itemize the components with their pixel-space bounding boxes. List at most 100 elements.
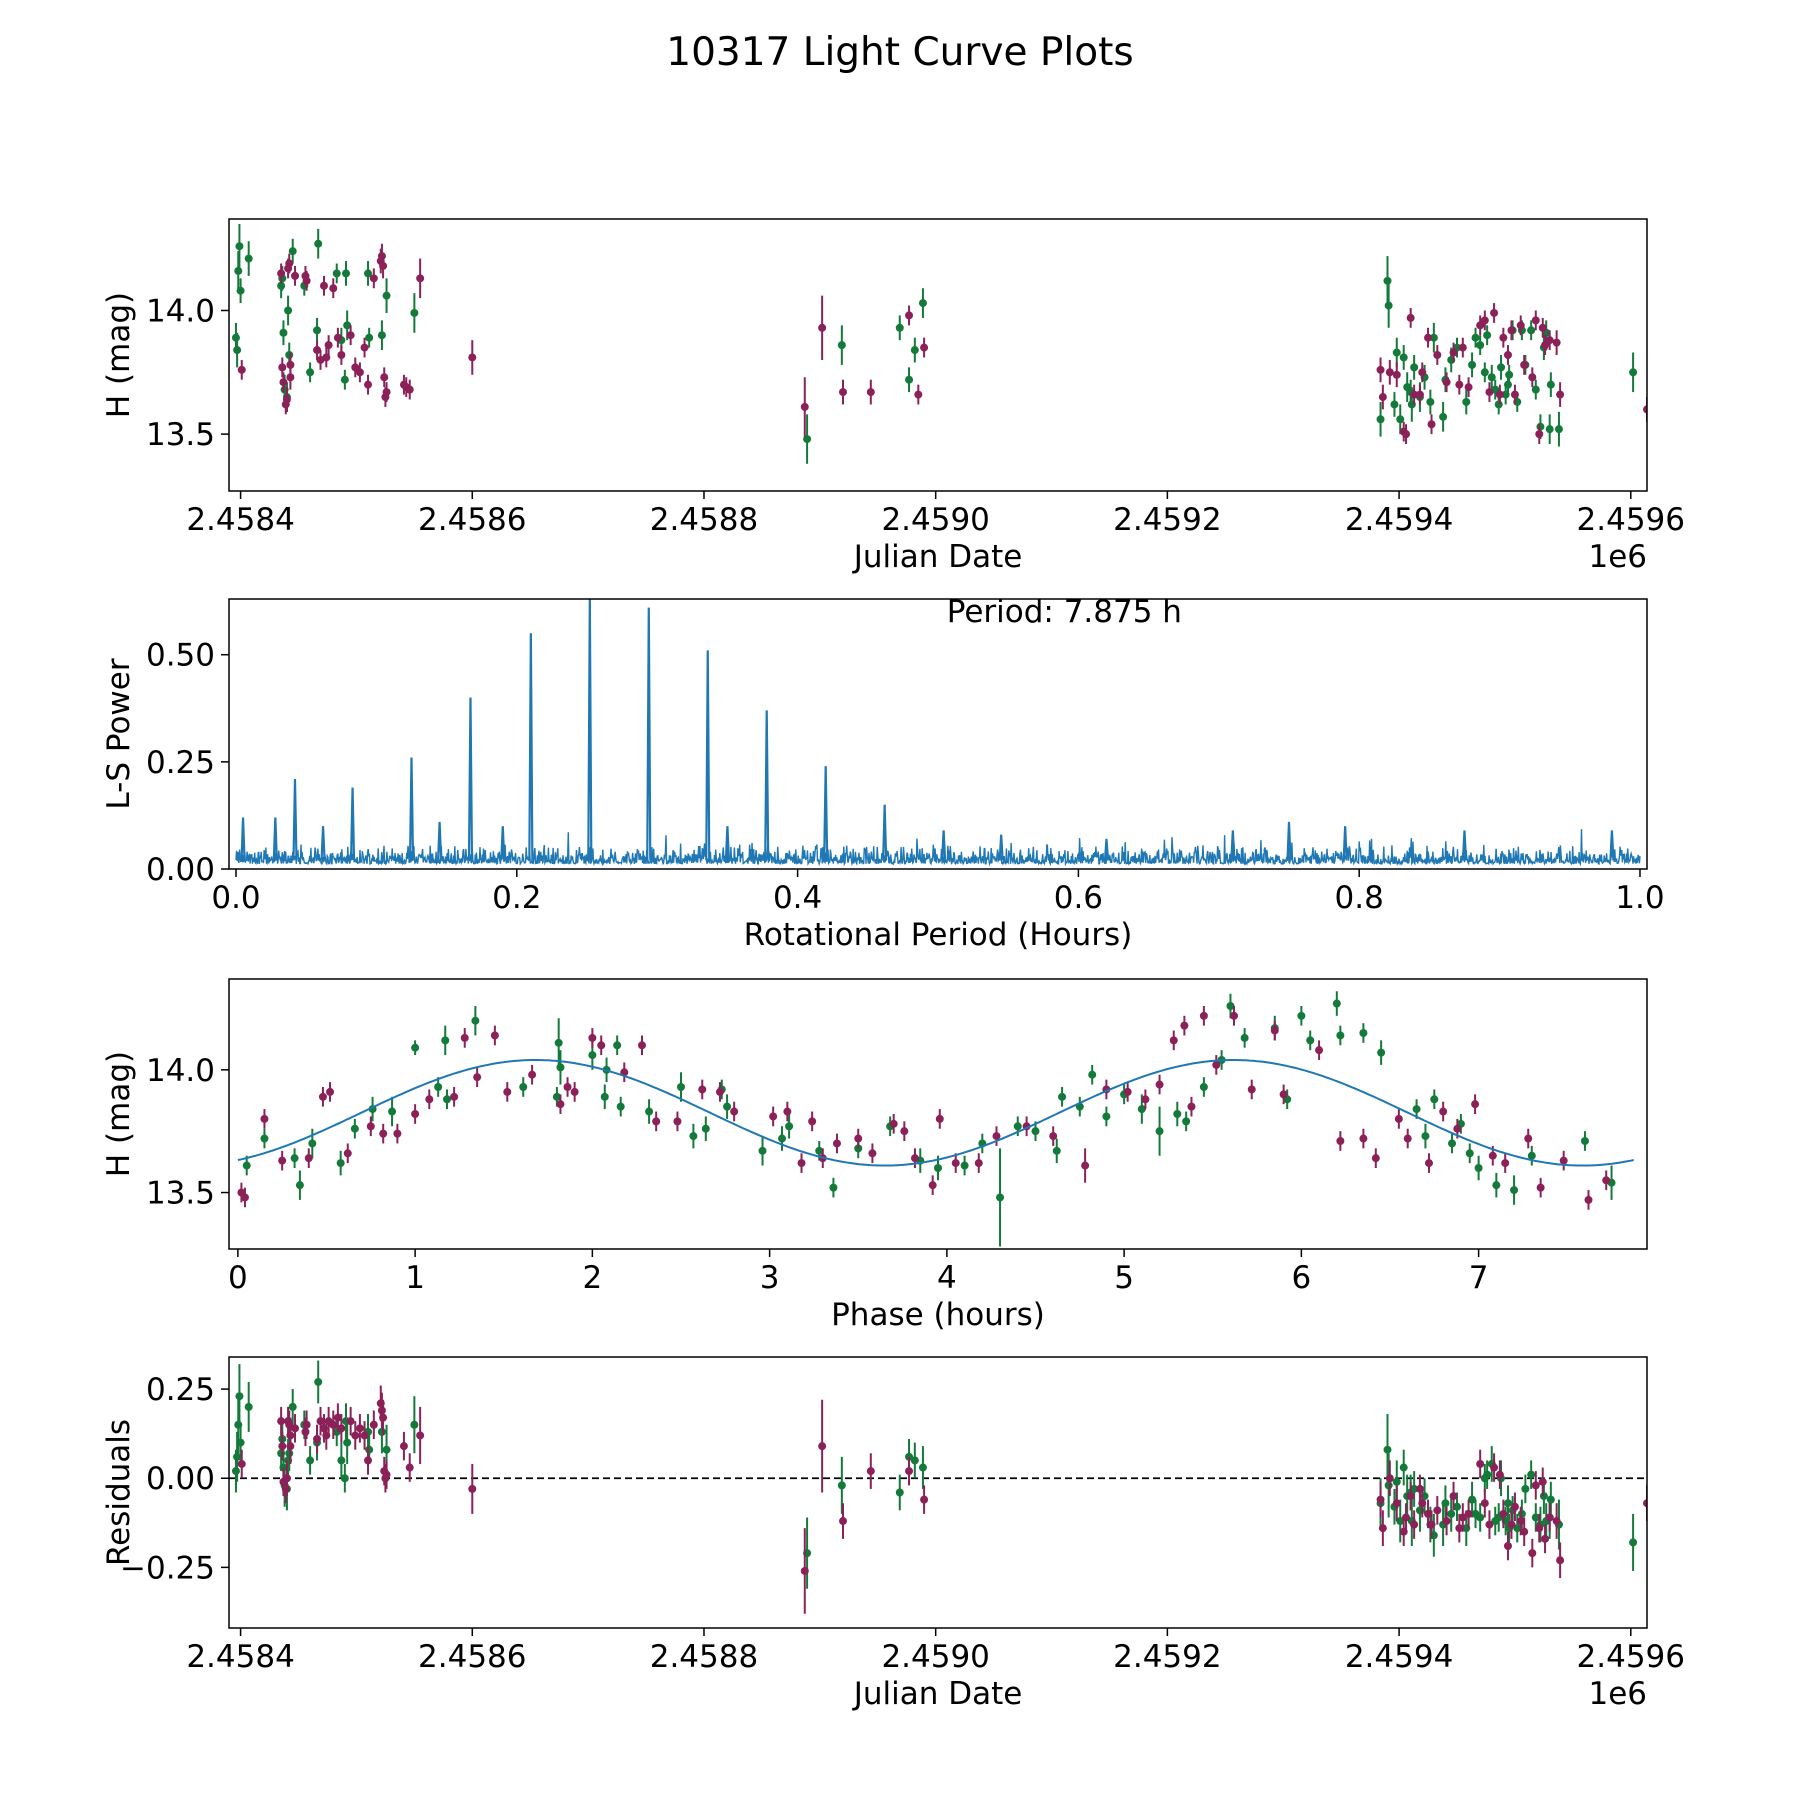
lightcurve-offset-text: 1e6 xyxy=(1588,539,1647,575)
lightcurve-green-point xyxy=(1480,368,1489,377)
periodogram-xtick-label: 0.0 xyxy=(211,880,260,916)
lightcurve-green-point xyxy=(1439,412,1448,421)
lightcurve-green-point xyxy=(1384,301,1393,310)
lightcurve-magenta-point xyxy=(914,390,923,399)
residuals-ytick-label: −0.25 xyxy=(120,1550,215,1586)
lightcurve-magenta-point xyxy=(1418,368,1427,377)
residuals-green-point xyxy=(314,1377,323,1386)
residuals-magenta-point xyxy=(1385,1474,1394,1483)
figure-title: 10317 Light Curve Plots xyxy=(666,30,1134,75)
phased-green-point xyxy=(556,1063,565,1072)
residuals-green-point xyxy=(340,1474,349,1483)
residuals-green-point xyxy=(1447,1509,1456,1518)
phased-green-point xyxy=(1527,1151,1536,1160)
lightcurve-green-point xyxy=(236,286,245,295)
phased-xtick-label: 4 xyxy=(937,1260,957,1296)
residuals-green-point xyxy=(1629,1538,1638,1547)
lightcurve-magenta-point xyxy=(416,274,425,283)
lightcurve-green-point xyxy=(235,242,244,251)
phased-magenta-point xyxy=(797,1159,806,1168)
residuals-xtick-label: 2.4588 xyxy=(650,1639,758,1675)
residuals-magenta-point xyxy=(1503,1541,1512,1550)
residuals-magenta-point xyxy=(1556,1556,1565,1565)
lightcurve-green-point xyxy=(1376,415,1385,424)
lightcurve-magenta-point xyxy=(1510,390,1519,399)
lightcurve-green-point xyxy=(1483,331,1492,340)
residuals-plot-area xyxy=(229,1360,1647,1614)
lightcurve-green-point xyxy=(1497,363,1506,372)
periodogram-noise-line xyxy=(235,829,1641,867)
phased-magenta-point xyxy=(715,1087,724,1096)
lightcurve-green-point xyxy=(244,254,253,263)
phased-magenta-point xyxy=(783,1107,792,1116)
phased-magenta-point xyxy=(889,1119,898,1128)
residuals-green-point xyxy=(1527,1470,1536,1479)
phased-magenta-point xyxy=(563,1083,572,1091)
lightcurve-green-point xyxy=(837,341,846,350)
phased-green-point xyxy=(1448,1139,1457,1148)
residuals-magenta-point xyxy=(377,1406,386,1415)
lightcurve-green-point xyxy=(1390,400,1399,409)
phased-magenta-point xyxy=(1602,1176,1611,1185)
residuals-magenta-point xyxy=(382,1470,391,1479)
phased-magenta-point xyxy=(1199,1011,1208,1020)
residuals-magenta-point xyxy=(866,1467,875,1476)
residuals-magenta-point xyxy=(818,1442,827,1451)
residuals-magenta-point xyxy=(1545,1513,1554,1522)
phased-xtick-label: 2 xyxy=(582,1260,602,1296)
phased-green-point xyxy=(616,1102,625,1111)
residuals-green-point xyxy=(306,1456,315,1465)
residuals-magenta-point xyxy=(379,1413,388,1422)
lightcurve-magenta-point xyxy=(1464,383,1473,392)
lightcurve-green-point xyxy=(279,328,288,337)
residuals-panel: 2.4584 2.4586 2.4588 2.4590 2.4592 2.4594 2.45… xyxy=(101,1356,1685,1712)
residuals-magenta-point xyxy=(301,1427,310,1436)
lightcurve-ylabel: H (mag) xyxy=(101,292,137,418)
lightcurve-magenta-point xyxy=(1410,390,1419,399)
residuals-green-point xyxy=(918,1463,927,1472)
residuals-magenta-point xyxy=(1449,1492,1458,1501)
lightcurve-green-point xyxy=(313,326,322,335)
lightcurve-green-point xyxy=(1527,326,1536,335)
lightcurve-xtick-label: 2.4584 xyxy=(186,502,294,538)
phased-magenta-point xyxy=(556,1100,565,1109)
periodogram-xtick-label: 0.8 xyxy=(1335,880,1384,916)
phased-magenta-point xyxy=(1584,1195,1593,1204)
residuals-magenta-point xyxy=(1392,1499,1401,1508)
phased-xtick-label: 7 xyxy=(1469,1260,1489,1296)
lightcurve-magenta-point xyxy=(369,274,378,283)
lightcurve-xtick-label: 2.4596 xyxy=(1577,502,1685,538)
residuals-magenta-point xyxy=(355,1424,364,1433)
periodogram-peak xyxy=(1609,830,1615,861)
residuals-magenta-point xyxy=(1541,1534,1550,1543)
lightcurve-green-point xyxy=(288,247,297,256)
residuals-magenta-point xyxy=(1458,1513,1467,1522)
residuals-magenta-point xyxy=(360,1431,369,1440)
lightcurve-panel: 2.4584 2.4586 2.4588 2.4590 2.4592 2.4594 2.45… xyxy=(101,218,1685,575)
residuals-magenta-point xyxy=(1480,1499,1489,1508)
residuals-magenta-point xyxy=(1528,1549,1537,1558)
phased-magenta-point xyxy=(910,1154,919,1163)
periodogram-panel: Period: 7.875 h 0.0 0.2 0.4 0.6 0.8 1.0 0.00 0.2… xyxy=(101,594,1665,953)
period-annotation: Period: 7.875 h xyxy=(947,594,1182,630)
residuals-xtick-label: 2.4592 xyxy=(1113,1639,1221,1675)
phased-green-point xyxy=(1332,999,1341,1008)
residuals-magenta-point xyxy=(1485,1520,1494,1529)
residuals-green-point xyxy=(1517,1509,1526,1518)
phased-magenta-point xyxy=(240,1193,249,1202)
phased-green-point xyxy=(613,1041,622,1050)
lightcurve-magenta-point xyxy=(360,343,369,352)
lightcurve-magenta-point xyxy=(1415,390,1424,399)
phased-magenta-point xyxy=(393,1129,402,1138)
residuals-magenta-point xyxy=(286,1431,295,1440)
lightcurve-magenta-point xyxy=(468,353,477,362)
phased-magenta-point xyxy=(1049,1132,1058,1141)
residuals-magenta-point xyxy=(316,1417,325,1426)
periodogram-peak xyxy=(705,650,711,861)
residuals-magenta-point xyxy=(369,1420,378,1429)
lightcurve-xlabel: Julian Date xyxy=(852,539,1023,575)
phased-ytick-label: 14.0 xyxy=(146,1053,215,1089)
residuals-magenta-point xyxy=(1495,1470,1504,1479)
lightcurve-green-point xyxy=(285,351,294,359)
lightcurve-magenta-point xyxy=(1490,308,1499,317)
